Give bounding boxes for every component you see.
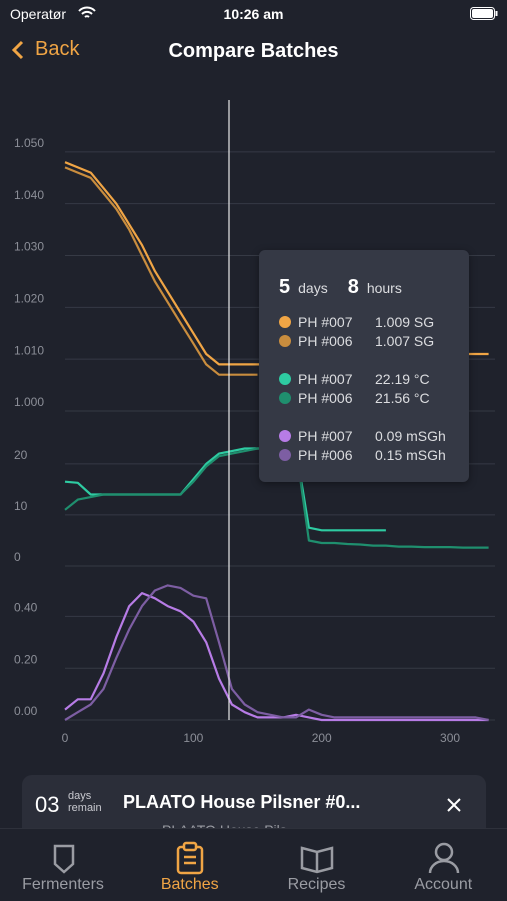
- tooltip-series: PH #006: [298, 390, 353, 406]
- card-remain-label: remain: [68, 802, 102, 814]
- tab[interactable]: Batches: [160, 876, 219, 893]
- tooltip-series: PH #007: [298, 314, 353, 330]
- tooltip-value: 1.009 SG: [375, 314, 435, 330]
- tooltip-row: PH #006 1.007 SG: [279, 333, 434, 349]
- back-chevron: [11, 40, 24, 59]
- x-tick-label: 0: [62, 731, 69, 745]
- x-tick-label: 300: [440, 731, 460, 745]
- y-tick-label: 1.030: [14, 240, 44, 254]
- batches-lines: [184, 855, 196, 865]
- y-tick-label: 0.00: [14, 704, 38, 718]
- tab-icons: [53, 841, 460, 875]
- tooltip-row: PH #006 21.56 °C: [279, 390, 430, 406]
- y-tick-label: 0: [14, 550, 21, 564]
- card-name: PLAATO House Pilsner #0...: [123, 792, 361, 812]
- account-head: [434, 842, 454, 862]
- legend-dot: [279, 373, 291, 385]
- nav-title: Compare Batches: [168, 40, 339, 62]
- tooltip-hours: 8: [347, 276, 359, 298]
- y-tick-label: 0.40: [14, 601, 38, 615]
- battery-icon: [470, 7, 498, 20]
- fermenter-icon: [53, 844, 75, 874]
- tab[interactable]: Account: [414, 876, 473, 893]
- tooltip-days-label: days: [298, 280, 328, 296]
- series-line: [64, 584, 489, 722]
- y-tick-label: 1.050: [14, 136, 44, 150]
- y-tick-label: 10: [14, 499, 28, 513]
- legend-dot: [279, 392, 291, 404]
- tooltip-hours-label: hours: [366, 280, 402, 296]
- batches-clip: [182, 841, 198, 852]
- legend-dot: [279, 335, 291, 347]
- x-tick-label: 100: [183, 731, 203, 745]
- y-tick-label: 0.20: [14, 652, 38, 666]
- y-tick-label: 1.000: [14, 395, 44, 409]
- tooltip-value: 1.007 SG: [375, 333, 435, 349]
- legend-dot: [279, 316, 291, 328]
- y-tick-label: 1.020: [14, 292, 44, 306]
- tooltip-value: 21.56 °C: [375, 390, 430, 406]
- tooltip-row: PH #006 0.15 mSGh: [279, 447, 446, 463]
- tab[interactable]: Recipes: [287, 876, 346, 893]
- tooltip-row: PH #007 1.009 SG: [279, 314, 434, 330]
- legend-dot: [279, 430, 291, 442]
- series-line: [64, 592, 489, 722]
- tooltip-series: PH #006: [298, 333, 353, 349]
- tooltip-value: 0.15 mSGh: [375, 447, 446, 463]
- tooltip-row: PH #007 0.09 mSGh: [279, 428, 446, 444]
- account-body: [428, 859, 460, 874]
- tooltip-series: PH #007: [298, 428, 353, 444]
- card-days: 03: [35, 792, 60, 817]
- tab[interactable]: Fermenters: [22, 876, 104, 893]
- y-tick-label: 1.040: [14, 188, 44, 202]
- recipes-icon: [300, 846, 334, 874]
- tooltip-days: 5: [279, 276, 291, 298]
- tooltip-value: 22.19 °C: [375, 371, 430, 387]
- tooltip: 5 days 8 hours PH #007 1.009 SG PH #006 1.0…: [259, 250, 469, 482]
- tooltip-value: 0.09 mSGh: [375, 428, 446, 444]
- y-tick-label: 20: [14, 448, 28, 462]
- tooltip-series: PH #006: [298, 447, 353, 463]
- back-label: Back: [35, 38, 80, 60]
- x-tick-label: 200: [312, 731, 332, 745]
- tab-bar: [0, 828, 507, 901]
- legend-dot: [279, 449, 291, 461]
- clock: 10:26 am: [223, 6, 284, 22]
- close-button[interactable]: [446, 797, 462, 813]
- back-button[interactable]: Back: [10, 38, 79, 61]
- tooltip-series: PH #007: [298, 371, 353, 387]
- tooltip-row: PH #007 22.19 °C: [279, 371, 430, 387]
- series-line: [64, 166, 258, 376]
- wifi-icon: [78, 6, 96, 18]
- y-tick-label: 1.010: [14, 343, 44, 357]
- carrier: Operatør: [10, 6, 67, 22]
- card-days-label: days: [68, 790, 92, 802]
